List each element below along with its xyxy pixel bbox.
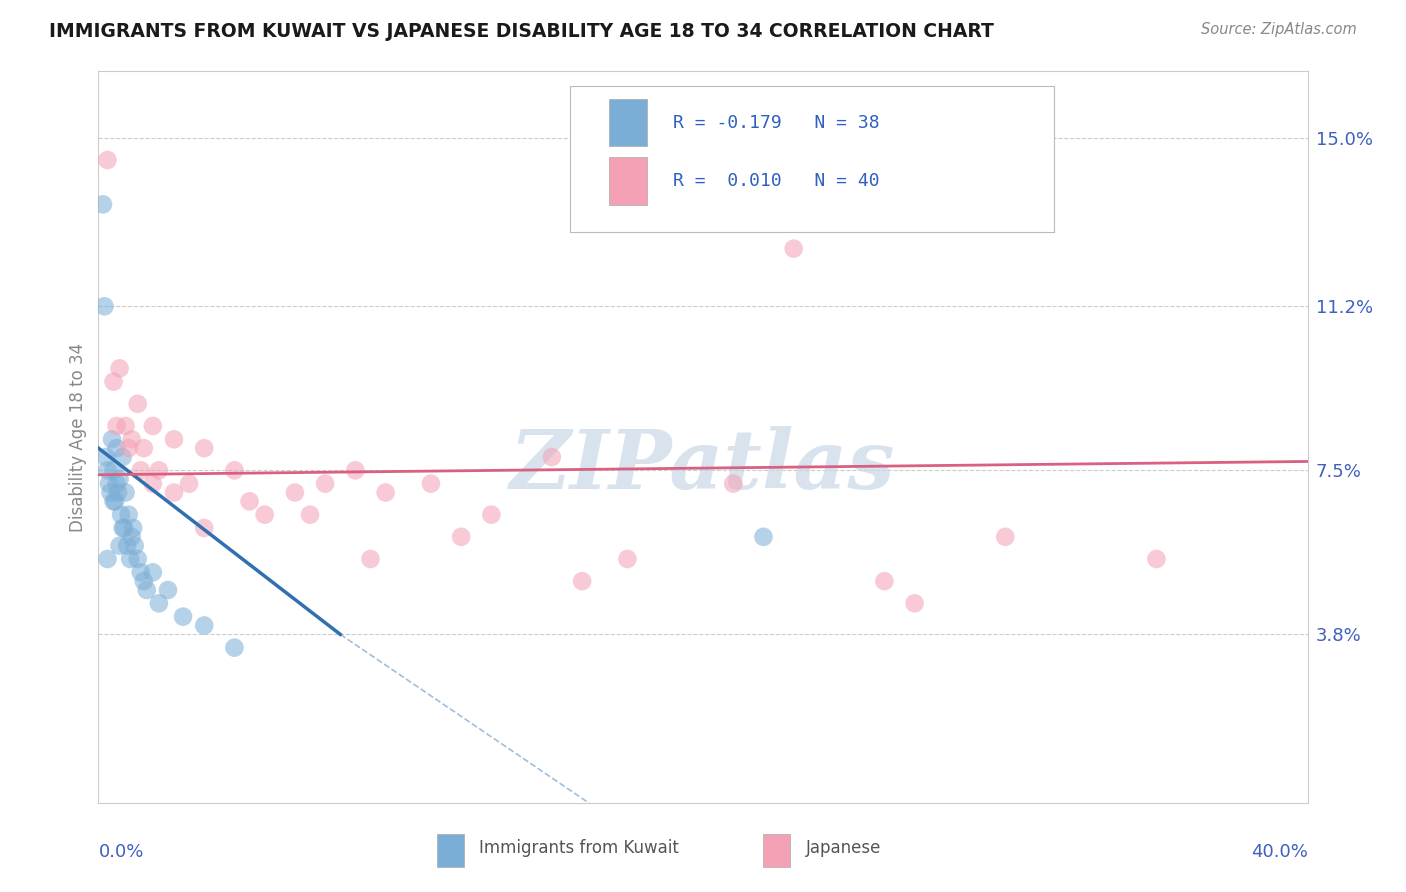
Point bbox=[284, 485, 307, 500]
Point bbox=[344, 463, 367, 477]
Point bbox=[101, 432, 124, 446]
Point bbox=[163, 432, 186, 446]
Point bbox=[108, 472, 131, 486]
FancyBboxPatch shape bbox=[569, 86, 1053, 232]
Point bbox=[105, 419, 128, 434]
Point bbox=[107, 485, 129, 500]
Point bbox=[873, 574, 896, 589]
Point bbox=[616, 552, 638, 566]
Point bbox=[98, 476, 121, 491]
Point bbox=[142, 419, 165, 434]
Point bbox=[118, 441, 141, 455]
Point bbox=[108, 361, 131, 376]
Bar bbox=[763, 834, 790, 867]
Point bbox=[115, 539, 138, 553]
Point bbox=[142, 476, 165, 491]
Point bbox=[112, 521, 135, 535]
Point bbox=[121, 432, 143, 446]
Point bbox=[148, 463, 170, 477]
Point bbox=[124, 539, 146, 553]
Point bbox=[299, 508, 322, 522]
Point bbox=[994, 530, 1017, 544]
Point bbox=[122, 521, 145, 535]
Point bbox=[103, 375, 125, 389]
Bar bbox=[609, 99, 647, 146]
Text: Source: ZipAtlas.com: Source: ZipAtlas.com bbox=[1201, 22, 1357, 37]
Point bbox=[114, 485, 136, 500]
Text: ZIPatlas: ZIPatlas bbox=[510, 426, 896, 507]
Point bbox=[193, 441, 215, 455]
Point bbox=[148, 596, 170, 610]
Point bbox=[103, 463, 125, 477]
Point bbox=[752, 530, 775, 544]
Point bbox=[104, 494, 127, 508]
Point bbox=[224, 463, 246, 477]
Point bbox=[127, 552, 149, 566]
Bar bbox=[609, 157, 647, 205]
Point bbox=[96, 552, 118, 566]
Point bbox=[692, 197, 714, 211]
Point bbox=[314, 476, 336, 491]
Point bbox=[111, 450, 134, 464]
Point bbox=[110, 508, 132, 522]
Point bbox=[142, 566, 165, 580]
Text: Japanese: Japanese bbox=[806, 839, 882, 857]
Text: R = -0.179   N = 38: R = -0.179 N = 38 bbox=[673, 113, 879, 131]
Point bbox=[111, 521, 134, 535]
Point bbox=[172, 609, 194, 624]
Point bbox=[121, 530, 143, 544]
Point bbox=[129, 566, 152, 580]
Point bbox=[132, 441, 155, 455]
Point bbox=[108, 539, 131, 553]
Point bbox=[1146, 552, 1168, 566]
Point bbox=[93, 299, 115, 313]
Point bbox=[163, 485, 186, 500]
Point bbox=[103, 494, 125, 508]
Point bbox=[224, 640, 246, 655]
Text: IMMIGRANTS FROM KUWAIT VS JAPANESE DISABILITY AGE 18 TO 34 CORRELATION CHART: IMMIGRANTS FROM KUWAIT VS JAPANESE DISAB… bbox=[49, 22, 994, 41]
Point bbox=[135, 582, 157, 597]
Text: Immigrants from Kuwait: Immigrants from Kuwait bbox=[479, 839, 679, 857]
Point bbox=[723, 476, 745, 491]
Point bbox=[360, 552, 382, 566]
Bar bbox=[437, 834, 464, 867]
Point bbox=[96, 153, 118, 167]
Point bbox=[118, 508, 141, 522]
Point bbox=[105, 441, 128, 455]
Point bbox=[127, 397, 149, 411]
Point bbox=[114, 419, 136, 434]
Point bbox=[129, 463, 152, 477]
Point bbox=[904, 596, 927, 610]
Point bbox=[420, 476, 443, 491]
Y-axis label: Disability Age 18 to 34: Disability Age 18 to 34 bbox=[69, 343, 87, 532]
Point bbox=[481, 508, 503, 522]
Point bbox=[132, 574, 155, 589]
Point bbox=[100, 485, 122, 500]
Point bbox=[179, 476, 201, 491]
Text: 0.0%: 0.0% bbox=[98, 843, 143, 861]
Point bbox=[450, 530, 472, 544]
Point bbox=[193, 618, 215, 632]
Point bbox=[94, 450, 117, 464]
Point bbox=[253, 508, 276, 522]
Point bbox=[571, 574, 593, 589]
Point bbox=[96, 463, 118, 477]
Point bbox=[239, 494, 262, 508]
Point bbox=[91, 197, 114, 211]
Point bbox=[120, 552, 142, 566]
Point bbox=[105, 476, 128, 491]
Point bbox=[783, 242, 806, 256]
Point bbox=[193, 521, 215, 535]
Text: 40.0%: 40.0% bbox=[1251, 843, 1308, 861]
Point bbox=[540, 450, 562, 464]
Point bbox=[156, 582, 179, 597]
Text: R =  0.010   N = 40: R = 0.010 N = 40 bbox=[673, 172, 879, 190]
Point bbox=[374, 485, 396, 500]
